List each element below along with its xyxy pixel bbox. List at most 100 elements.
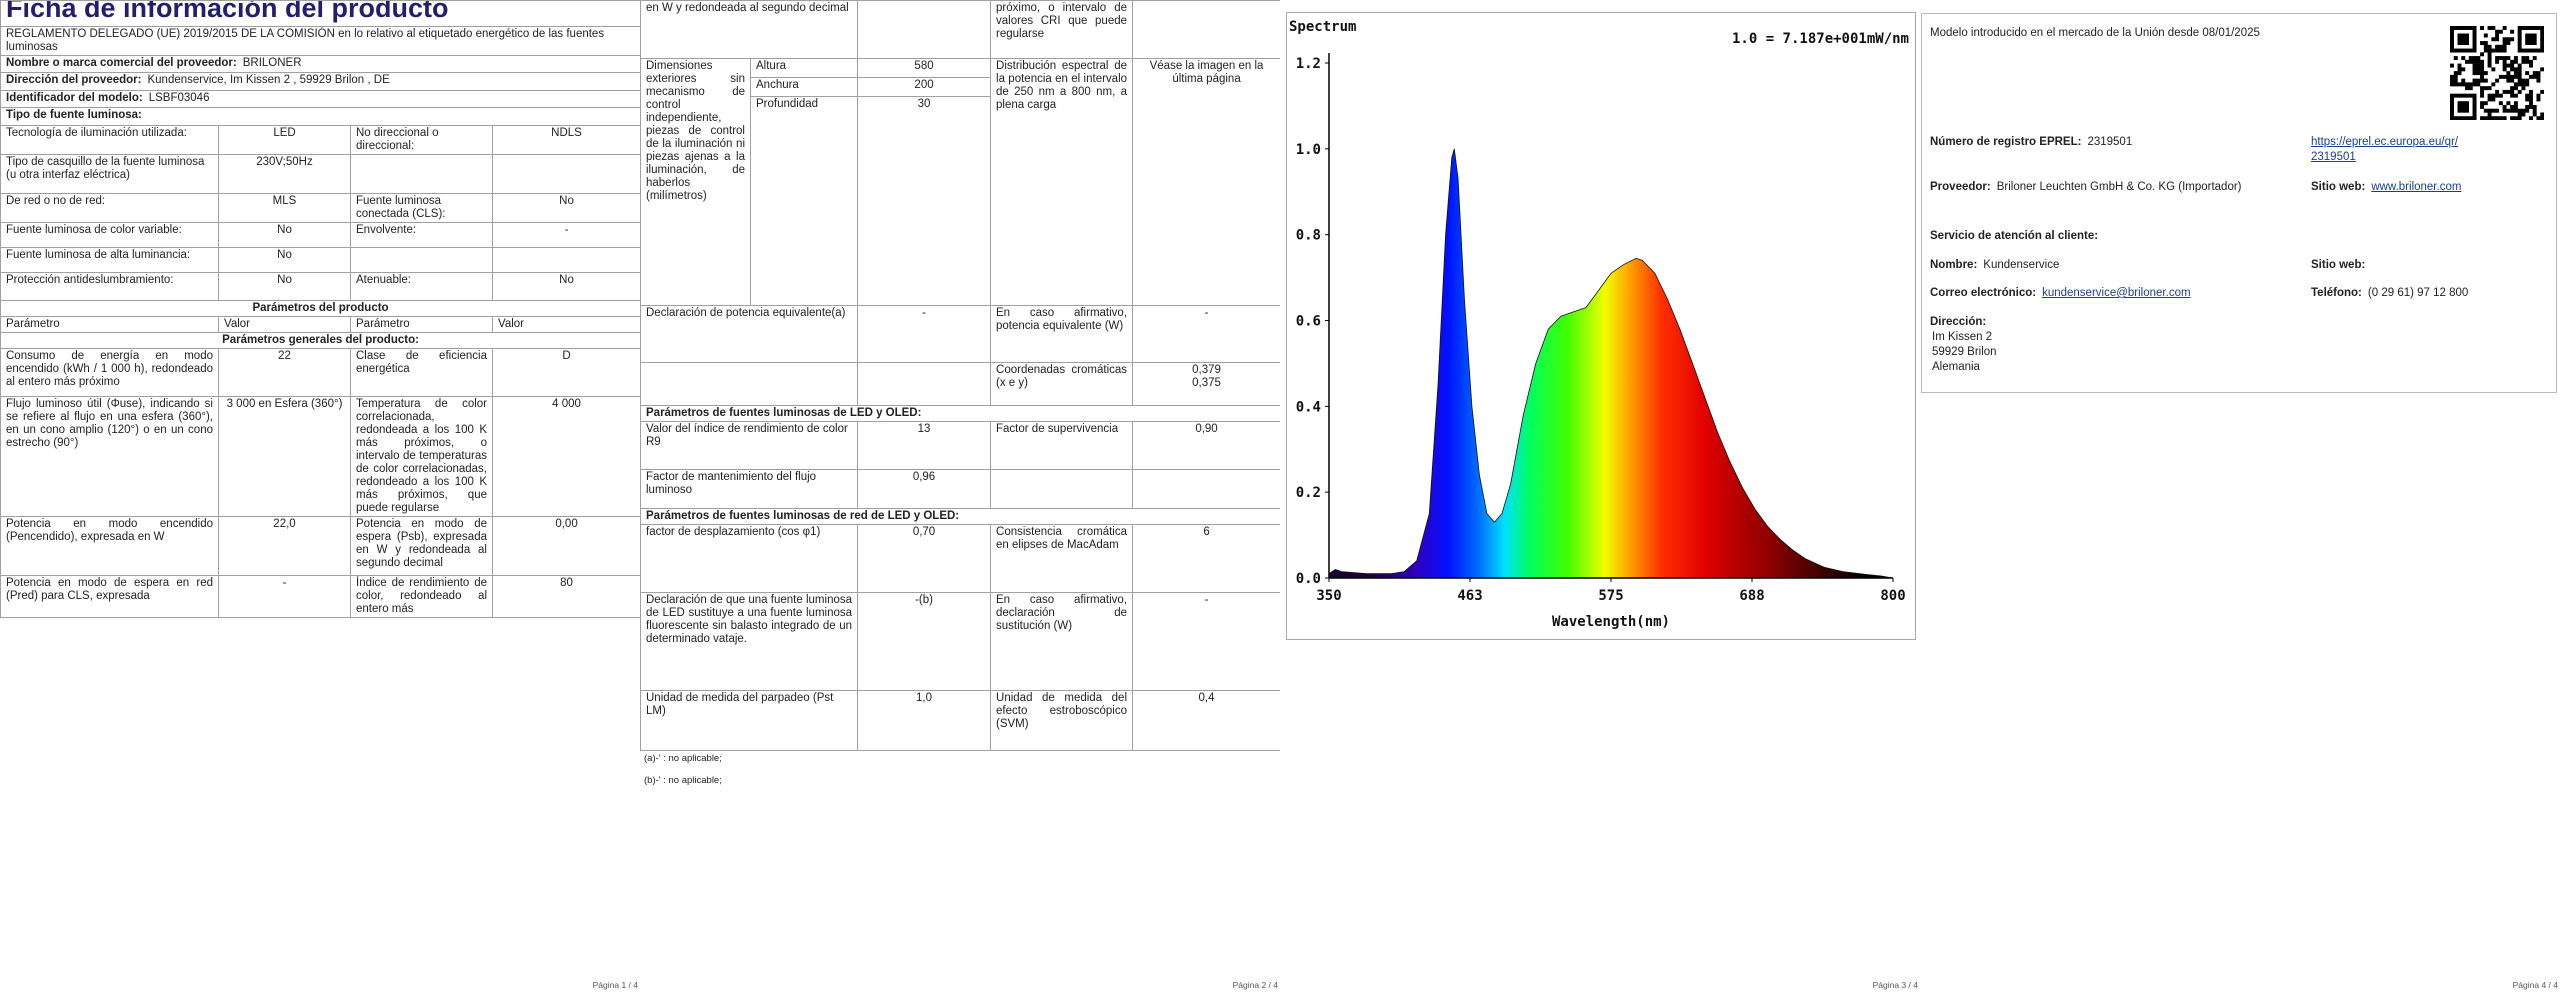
regulation: REGLAMENTO DELEGADO (UE) 2019/2015 DE LA… <box>0 26 640 56</box>
qr-module <box>2540 112 2544 117</box>
qr-module <box>2450 26 2454 30</box>
value: -(b) <box>857 592 992 691</box>
qr-module <box>2506 41 2511 45</box>
qr-module <box>2465 104 2469 109</box>
qr-module <box>2472 26 2477 30</box>
page-2: en W y redondeada al segundo decimal próx… <box>640 0 1280 1001</box>
qr-module <box>2525 71 2530 76</box>
qr-module <box>2502 63 2507 68</box>
cell <box>1132 0 1280 59</box>
qr-module <box>2472 101 2477 106</box>
qr-module <box>2540 37 2544 42</box>
label: Potencia en modo de espera (Psb), expres… <box>350 516 493 576</box>
section-title: Parámetros de fuentes luminosas de red d… <box>640 508 1280 525</box>
label: Consistencia cromática en elipses de Mac… <box>990 524 1134 593</box>
qr-module <box>2502 59 2507 64</box>
qr-module <box>2461 93 2466 98</box>
qr-module <box>2480 41 2485 45</box>
qr-module <box>2472 97 2477 102</box>
qr-module <box>2532 33 2537 38</box>
qr-module <box>2480 101 2485 106</box>
qr-module <box>2521 48 2526 53</box>
qr-module <box>2487 59 2492 64</box>
qr-module <box>2476 56 2481 61</box>
qr-module <box>2532 71 2537 76</box>
qr-module <box>2498 116 2503 120</box>
qr-module <box>2498 48 2503 53</box>
x-tick-label: 575 <box>1598 588 1623 604</box>
qr-module <box>2495 89 2500 94</box>
dimension-label: Altura <box>749 58 859 78</box>
qr-module <box>2513 71 2518 76</box>
qr-module <box>2457 104 2462 109</box>
y-tick-label: 0.8 <box>1296 228 1321 244</box>
qr-module <box>2465 82 2469 87</box>
x-tick-label: 463 <box>1457 588 1482 604</box>
qr-module <box>2483 78 2488 83</box>
value: No <box>491 193 640 223</box>
qr-module <box>2540 41 2544 45</box>
qr-module <box>2521 78 2526 83</box>
qr-module <box>2517 26 2522 30</box>
qr-module <box>2540 48 2544 53</box>
value: 0,90 <box>1132 421 1280 470</box>
qr-module <box>2468 86 2473 91</box>
qr-module <box>2525 78 2530 83</box>
value: 4 000 <box>491 396 640 517</box>
qr-module <box>2453 74 2458 79</box>
qr-module <box>2517 108 2522 113</box>
qr-module <box>2465 37 2469 42</box>
qr-module <box>2461 104 2466 109</box>
qr-module <box>2510 59 2515 64</box>
qr-module <box>2517 67 2522 72</box>
label: Temperatura de color correlacionada, red… <box>350 396 493 517</box>
dimension-label: Anchura <box>749 77 859 97</box>
qr-module <box>2528 41 2533 45</box>
label: Proveedor: <box>1930 181 1991 193</box>
qr-module <box>2461 37 2466 42</box>
qr-module <box>2495 29 2500 34</box>
info-box <box>1921 13 2557 393</box>
qr-module <box>2506 74 2511 79</box>
qr-module <box>2472 63 2477 68</box>
qr-module <box>2510 86 2515 91</box>
label: Dirección del proveedor: <box>6 74 142 86</box>
qr-module <box>2517 29 2522 34</box>
qr-module <box>2525 26 2530 30</box>
eprel-link[interactable]: https://eprel.ec.europa.eu/qr/2319501 <box>2311 136 2459 163</box>
y-tick-label: 0.0 <box>1296 571 1321 587</box>
qr-module <box>2480 71 2485 76</box>
label: Potencia en modo de espera en red (Pred)… <box>0 575 219 618</box>
qr-module <box>2513 59 2518 64</box>
value: - <box>218 575 351 618</box>
qr-module <box>2453 71 2458 76</box>
qr-module <box>2491 108 2496 113</box>
qr-module <box>2521 26 2526 30</box>
qr-module <box>2517 44 2522 49</box>
page-footer: Página 2 / 4 <box>1232 980 1278 990</box>
y-tick-label: 1.2 <box>1296 56 1321 72</box>
value: No <box>218 272 351 301</box>
qr-module <box>2495 56 2500 61</box>
qr-module <box>2521 86 2526 91</box>
label: Número de registro EPREL: <box>1930 136 2082 148</box>
label: No direccional o direccional: <box>350 125 493 155</box>
website-link[interactable]: www.briloner.com <box>2371 181 2462 193</box>
qr-module <box>2510 108 2515 113</box>
y-tick-label: 1.0 <box>1296 142 1321 158</box>
product-table: Ficha de información del producto REGLAM… <box>0 0 640 618</box>
qr-module <box>2528 33 2533 38</box>
qr-module <box>2506 101 2511 106</box>
qr-module <box>2502 116 2507 120</box>
label: De red o no de red: <box>0 193 219 223</box>
value: 0,4 <box>1132 690 1280 751</box>
phone-row: Teléfono: (0 29 61) 97 12 800 <box>2311 286 2468 301</box>
qr-module <box>2495 44 2500 49</box>
qr-module <box>2472 71 2477 76</box>
y-tick-label: 0.4 <box>1296 399 1321 415</box>
header: Valor <box>491 316 640 333</box>
email-link[interactable]: kundenservice@briloner.com <box>2042 287 2191 299</box>
qr-module <box>2480 93 2485 98</box>
label: Unidad de medida del efecto estroboscópi… <box>990 690 1134 751</box>
qr-module <box>2483 86 2488 91</box>
